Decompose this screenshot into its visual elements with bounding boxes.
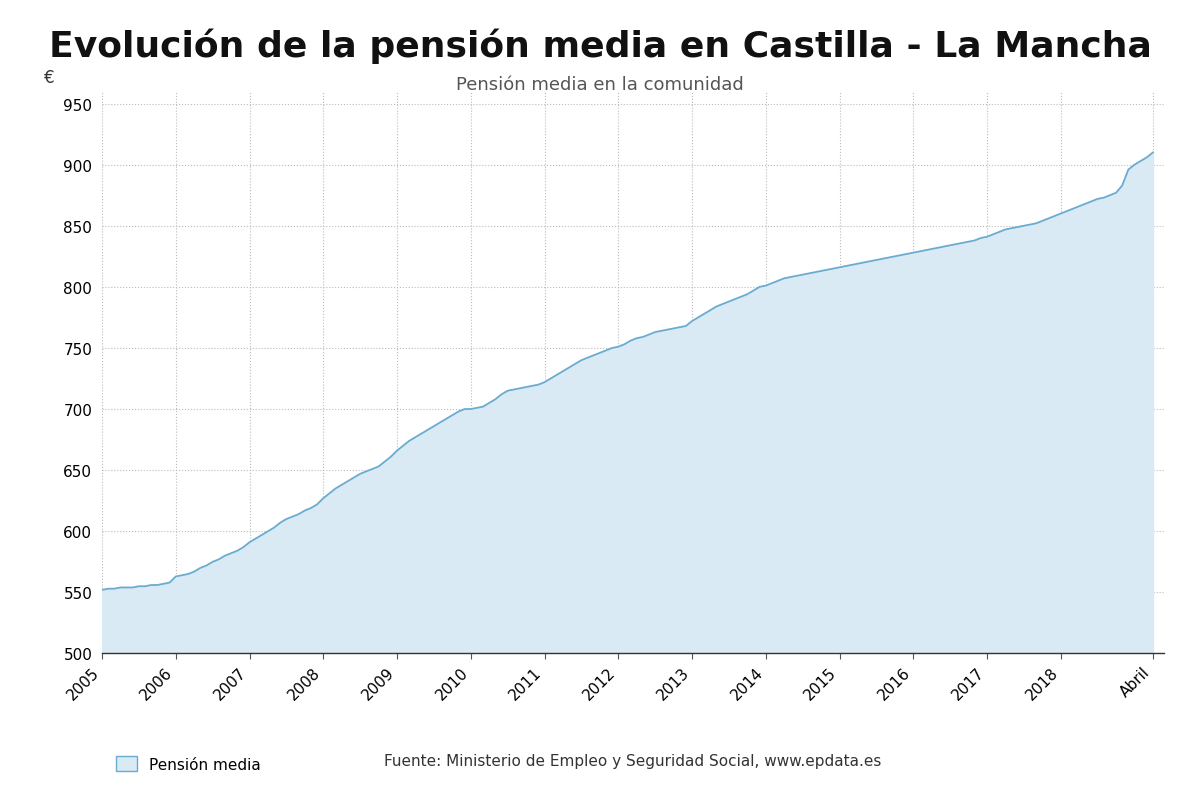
Text: €: €	[43, 69, 54, 87]
Text: Pensión media en la comunidad: Pensión media en la comunidad	[456, 76, 744, 94]
Text: Evolución de la pensión media en Castilla - La Mancha: Evolución de la pensión media en Castill…	[48, 28, 1152, 63]
Legend: Pensión media: Pensión media	[109, 750, 268, 778]
Text: Fuente: Ministerio de Empleo y Seguridad Social, www.epdata.es: Fuente: Ministerio de Empleo y Seguridad…	[384, 753, 881, 768]
